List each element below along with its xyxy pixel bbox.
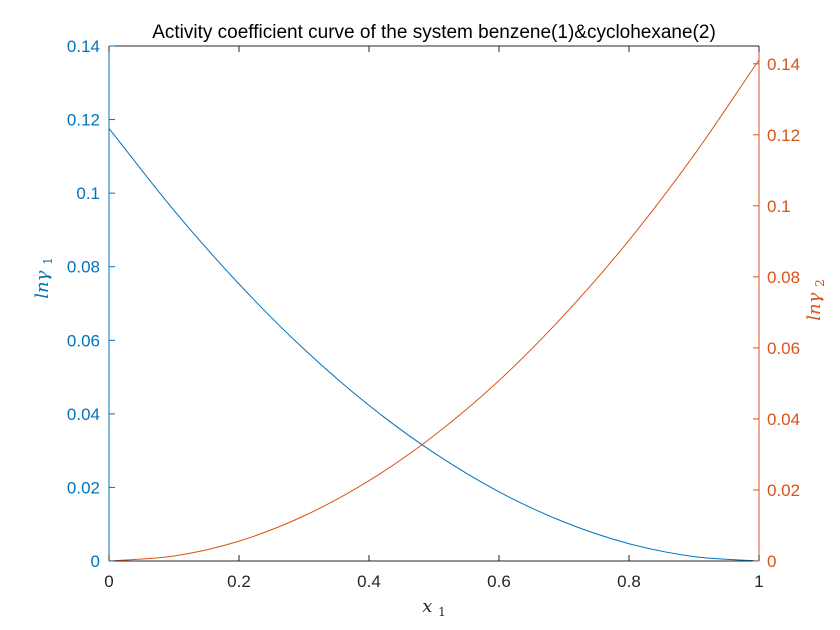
y-right-tick-label: 0.1: [767, 197, 791, 216]
y-right-tick-label: 0.06: [767, 339, 800, 358]
y-right-axis-label: lnγ 2: [804, 279, 827, 320]
y-right-tick-label: 0.08: [767, 268, 800, 287]
y-right-tick-label: 0.02: [767, 481, 800, 500]
y-left-axis-label: lnγ 1: [32, 257, 55, 298]
y-right-axis-label-sub: 2: [813, 279, 827, 287]
y-right-tick-label: 0.12: [767, 126, 800, 145]
y-right-tick-label: 0.14: [767, 55, 800, 74]
x-axis-label: x 1: [422, 596, 446, 619]
x-tick-label: 0.2: [227, 572, 251, 591]
y-left-tick-label: 0.08: [67, 258, 100, 277]
y-left-tick-label: 0.1: [76, 184, 100, 203]
series-layer: [108, 59, 760, 562]
x-tick-label: 0.4: [357, 572, 381, 591]
y-left-axis-label-sub: 1: [41, 257, 55, 265]
y-left-tick-label: 0.12: [67, 111, 100, 130]
x-tick-label: 0.8: [617, 572, 641, 591]
y-right-ticks: 0 0.02 0.04 0.06 0.08 0.1 0.12 0.14: [753, 55, 800, 571]
chart-title: Activity coefficient curve of the system…: [152, 22, 716, 43]
y-right-tick-label: 0: [767, 552, 776, 571]
y-left-tick-label: 0.14: [67, 37, 100, 56]
series-line-ln-gamma-2: [108, 59, 760, 562]
y-left-tick-label: 0.04: [67, 405, 100, 424]
y-left-tick-label: 0: [91, 552, 100, 571]
y-left-ticks: 0 0.02 0.04 0.06 0.08 0.1 0.12 0.14: [67, 37, 115, 571]
x-tick-label: 1: [754, 572, 763, 591]
x-tick-label: 0: [104, 572, 113, 591]
y-right-tick-label: 0.04: [767, 410, 800, 429]
series-line-ln-gamma-1: [108, 128, 760, 562]
x-axis-label-base: x: [422, 596, 432, 617]
x-axis-label-sub: 1: [438, 605, 446, 619]
x-tick-label: 0.6: [487, 572, 511, 591]
y-right-axis-label-base: lnγ: [804, 292, 825, 320]
y-left-axis-label-base: lnγ: [32, 270, 53, 298]
y-left-tick-label: 0.06: [67, 331, 100, 350]
x-ticks: 0 0.2 0.4 0.6 0.8 1: [104, 46, 764, 591]
axes-layer: [108, 45, 760, 562]
y-left-tick-label: 0.02: [67, 478, 100, 497]
